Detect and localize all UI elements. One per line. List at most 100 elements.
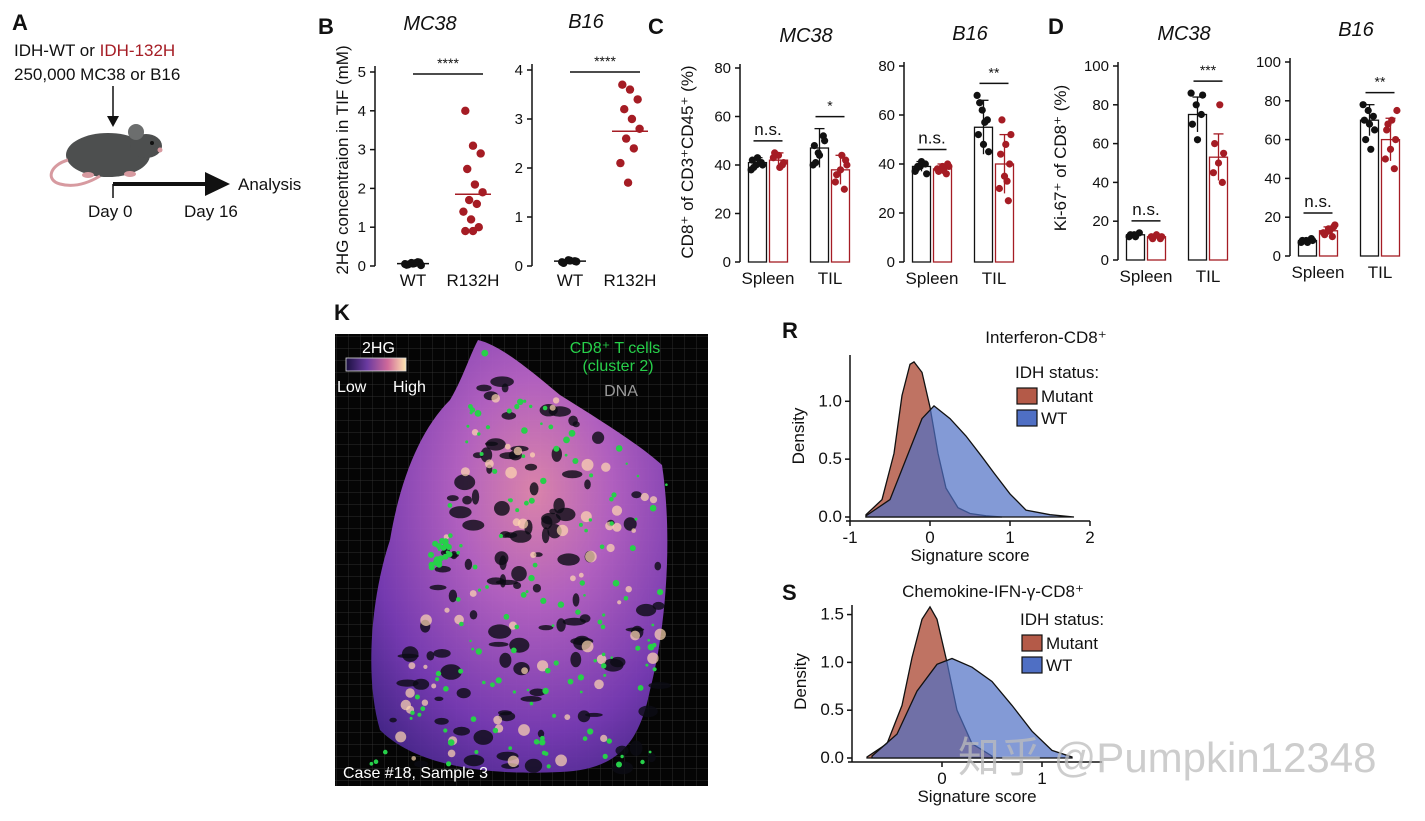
cd8-cell xyxy=(540,477,547,485)
tissue-gap xyxy=(557,553,580,566)
r132h-point xyxy=(627,114,637,124)
r132h-point xyxy=(621,134,631,143)
panel-a-line1-highlight: IDH-132H xyxy=(100,41,176,60)
panel-b: B 2HG concentraion in TIF (mM) MC38 0 1 2 3 4… xyxy=(318,11,656,290)
2hg-hotspot xyxy=(507,755,520,767)
y-tick-label: 3 xyxy=(515,111,523,128)
significance-label: n.s. xyxy=(918,129,945,148)
tissue-gap xyxy=(615,745,629,756)
chart-title: B16 xyxy=(952,23,988,45)
y-tick-label: 5 xyxy=(358,64,366,81)
2hg-hotspot xyxy=(549,404,556,411)
legend-label-wt: WT xyxy=(1041,409,1067,428)
cd8-cell xyxy=(447,739,455,746)
cd8-cluster-cell xyxy=(433,559,440,566)
x-category-label: WT xyxy=(400,271,426,290)
x-tick-label: 2 xyxy=(1085,528,1094,547)
idh-point xyxy=(1211,140,1219,148)
wt-point xyxy=(1362,136,1370,144)
2hg-hotspot xyxy=(408,662,416,670)
cd8-cell xyxy=(508,746,513,750)
cd8-cluster-cell xyxy=(439,538,446,544)
tissue-gap xyxy=(623,517,637,531)
panel-a-line1-prefix: IDH-WT or xyxy=(14,41,100,60)
cd8-cell xyxy=(469,407,476,413)
cd8-cluster-cell xyxy=(436,543,443,550)
cd8-cell xyxy=(446,761,452,767)
chart-title: B16 xyxy=(1338,19,1374,41)
idh-point xyxy=(843,161,851,169)
idh-point xyxy=(836,166,845,174)
density-wt xyxy=(871,657,1073,759)
legend-title: IDH status: xyxy=(1015,363,1099,382)
wt-point xyxy=(914,162,922,171)
2hg-hotspot xyxy=(640,492,649,502)
cd8-cell xyxy=(529,404,533,409)
r132h-point xyxy=(476,149,485,158)
2hg-hotspot xyxy=(555,754,567,767)
legend-swatch-mutant xyxy=(1021,634,1043,652)
2hg-hotspot xyxy=(611,505,623,516)
tissue-gap xyxy=(434,565,451,573)
2hg-hotspot xyxy=(625,586,632,593)
2hg-hotspot xyxy=(471,429,479,436)
2hg-hotspot xyxy=(617,600,622,605)
2hg-hotspot xyxy=(570,575,576,582)
y-tick-label: 0 xyxy=(887,254,895,271)
cd8-cell xyxy=(616,761,622,768)
tissue-gap xyxy=(625,627,645,632)
cd8-cell xyxy=(545,667,551,674)
cd8-cell xyxy=(579,580,585,586)
2hg-legend-title: 2HG xyxy=(362,340,395,357)
r132h-point xyxy=(468,141,478,150)
cd8-cell xyxy=(528,497,535,504)
wt-point xyxy=(753,154,762,162)
cd8-cell xyxy=(514,624,520,630)
idh-point xyxy=(1007,131,1015,139)
chart-title: B16 xyxy=(568,11,604,33)
cd8-cell xyxy=(582,736,588,741)
2hg-hotspot xyxy=(612,522,622,532)
wt-point xyxy=(1131,233,1140,241)
cd8-cell xyxy=(602,753,608,760)
cd8-cell xyxy=(420,706,426,712)
2hg-hotspot xyxy=(647,652,659,664)
cd8-cell xyxy=(474,750,479,754)
cd8-cell xyxy=(469,639,472,643)
2hg-hotspot xyxy=(521,667,528,675)
x-axis-label: Signature score xyxy=(917,787,1036,806)
r132h-point xyxy=(468,226,478,236)
cd8-cell xyxy=(539,739,546,746)
chart-title: Interferon-CD8⁺ xyxy=(985,328,1106,347)
x-group-label: TIL xyxy=(1368,263,1393,282)
2hg-hotspot xyxy=(601,462,611,472)
r132h-point xyxy=(478,188,487,197)
significance-label: ** xyxy=(989,64,1000,80)
r132h-point xyxy=(620,105,629,114)
y-tick-label: 40 xyxy=(714,157,731,174)
legend-label-mutant: Mutant xyxy=(1041,387,1093,406)
tissue-gap xyxy=(654,561,662,571)
cd8-cell xyxy=(540,735,545,741)
wt-point xyxy=(1199,91,1207,99)
cd8-cell xyxy=(508,498,513,503)
x-group-label: TIL xyxy=(1196,267,1221,286)
idh-point xyxy=(1326,227,1334,235)
tissue-gap xyxy=(426,651,435,661)
tissue-gap xyxy=(524,758,543,773)
tissue-gap xyxy=(602,658,624,672)
wt-point xyxy=(978,106,986,114)
2hg-hotspot xyxy=(469,590,477,597)
r132h-point xyxy=(461,106,470,116)
y-tick-label: 60 xyxy=(878,107,895,124)
significance-label: n.s. xyxy=(1304,192,1331,211)
cd8-cell xyxy=(466,424,470,428)
tissue-gap xyxy=(456,688,471,699)
tissue-gap xyxy=(488,624,512,639)
2hg-hotspot xyxy=(606,543,615,553)
wt-point xyxy=(1371,126,1379,134)
y-tick-label: 80 xyxy=(1092,97,1109,114)
idh-point xyxy=(1321,231,1329,239)
idh-point xyxy=(840,185,848,193)
panel-b-label: B xyxy=(318,14,334,39)
